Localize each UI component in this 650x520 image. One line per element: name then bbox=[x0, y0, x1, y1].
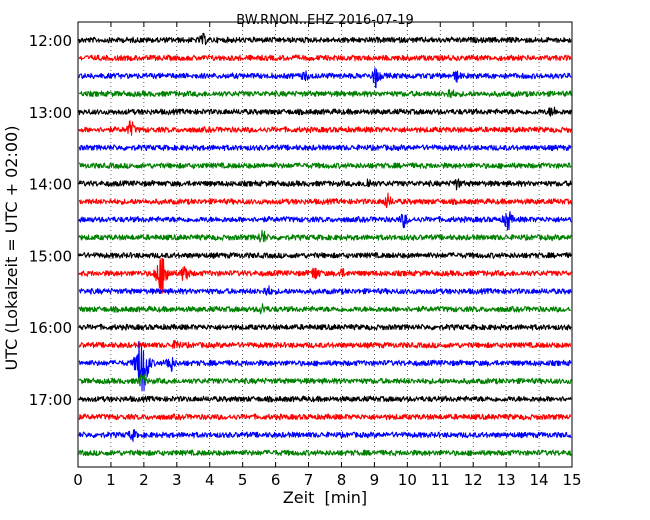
trace-1215 bbox=[78, 54, 572, 62]
x-tick-label: 4 bbox=[205, 471, 215, 489]
trace-1300 bbox=[78, 106, 572, 117]
trace-1700 bbox=[78, 395, 572, 403]
trace-1730 bbox=[78, 429, 572, 442]
trace-1400 bbox=[78, 178, 572, 191]
x-tick-label: 2 bbox=[139, 471, 149, 489]
axis-ticks: 0 1 2 3 4 5 6 7 8 9 10 11 12 13 14 1512:0013:0014:0015:… bbox=[29, 22, 582, 489]
trace-1445 bbox=[78, 229, 572, 243]
y-tick-label: 14:00 bbox=[29, 176, 72, 194]
y-axis-label: UTC (Lokalzeit = UTC + 02:00) bbox=[2, 126, 21, 371]
trace-1500 bbox=[78, 252, 572, 259]
y-tick-label: 13:00 bbox=[29, 104, 72, 122]
trace-1530 bbox=[78, 285, 572, 296]
y-tick-label: 12:00 bbox=[29, 32, 72, 50]
trace-1415 bbox=[78, 192, 572, 209]
trace-1615 bbox=[78, 339, 572, 350]
trace-1200 bbox=[78, 32, 572, 46]
x-tick-label: 14 bbox=[530, 471, 549, 489]
x-tick-label: 5 bbox=[238, 471, 248, 489]
trace-1645 bbox=[78, 373, 572, 386]
x-tick-label: 10 bbox=[398, 471, 417, 489]
trace-1430 bbox=[78, 210, 572, 231]
x-tick-label: 15 bbox=[562, 471, 581, 489]
x-axis-label: Zeit [min] bbox=[283, 488, 367, 507]
trace-1715 bbox=[78, 413, 572, 421]
trace-1315 bbox=[78, 120, 572, 136]
x-tick-label: 8 bbox=[337, 471, 347, 489]
x-tick-label: 1 bbox=[106, 471, 116, 489]
trace-1630 bbox=[78, 340, 572, 392]
y-tick-label: 15:00 bbox=[29, 247, 72, 265]
plot-frame bbox=[77, 21, 573, 468]
x-tick-label: 12 bbox=[464, 471, 483, 489]
trace-1345 bbox=[78, 162, 572, 170]
chart-title: BW.RNON..EHZ 2016-07-19 bbox=[236, 13, 414, 28]
trace-1545 bbox=[78, 303, 572, 315]
trace-1515 bbox=[78, 257, 572, 294]
trace-1600 bbox=[78, 323, 572, 331]
trace-1330 bbox=[78, 144, 572, 152]
trace-1230 bbox=[78, 67, 572, 89]
trace-1245 bbox=[78, 89, 572, 99]
y-tick-label: 17:00 bbox=[29, 391, 72, 409]
x-tick-label: 9 bbox=[370, 471, 380, 489]
traces bbox=[78, 32, 572, 457]
trace-1745 bbox=[78, 449, 572, 457]
x-tick-label: 7 bbox=[304, 471, 314, 489]
y-tick-label: 16:00 bbox=[29, 319, 72, 337]
x-tick-label: 0 bbox=[73, 471, 83, 489]
x-tick-label: 11 bbox=[431, 471, 450, 489]
x-tick-label: 13 bbox=[497, 471, 516, 489]
x-tick-label: 6 bbox=[271, 471, 281, 489]
x-tick-label: 3 bbox=[172, 471, 182, 489]
